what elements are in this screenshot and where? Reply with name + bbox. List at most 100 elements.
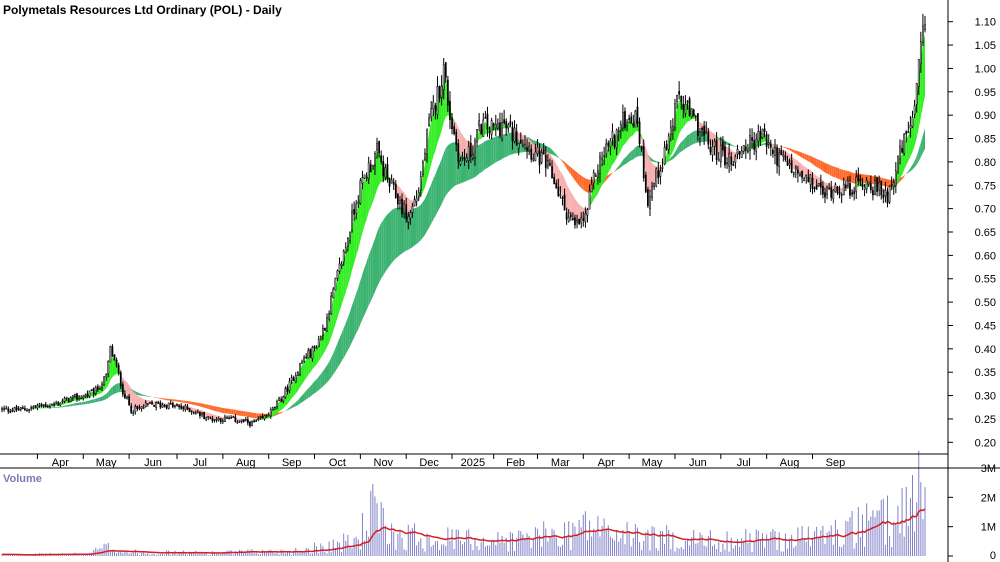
short-term-band-segment bbox=[293, 378, 296, 397]
long-term-band-segment bbox=[197, 402, 200, 407]
long-term-band-segment bbox=[627, 153, 630, 163]
long-term-band-segment bbox=[566, 163, 569, 172]
candle-body bbox=[826, 186, 828, 195]
volume-bars bbox=[1, 450, 926, 556]
long-term-band-segment bbox=[797, 151, 800, 157]
long-term-band-segment bbox=[254, 412, 257, 419]
candle-body bbox=[196, 411, 199, 414]
candle-body bbox=[399, 199, 401, 204]
candle-body bbox=[69, 397, 72, 402]
candle-body bbox=[738, 151, 741, 155]
candle-body bbox=[611, 131, 614, 139]
long-term-band-segment bbox=[452, 142, 455, 189]
long-term-band-segment bbox=[329, 357, 332, 381]
candle-body bbox=[440, 85, 443, 98]
short-term-band-segment bbox=[314, 348, 317, 367]
candle-body bbox=[599, 156, 601, 175]
long-term-band-segment bbox=[918, 142, 921, 162]
candle-body bbox=[861, 183, 864, 187]
candle-body bbox=[844, 184, 847, 189]
volume-tick-label: 2M bbox=[981, 492, 996, 504]
candle-body bbox=[380, 155, 383, 163]
long-term-band-segment bbox=[685, 135, 688, 149]
short-term-band-segment bbox=[577, 201, 580, 223]
candle-body bbox=[703, 126, 706, 136]
candle-body bbox=[903, 133, 906, 154]
candle-body bbox=[65, 396, 68, 399]
short-term-band-segment bbox=[581, 206, 584, 221]
candle-body bbox=[505, 121, 508, 129]
candle-body bbox=[917, 59, 920, 88]
long-term-band-segment bbox=[902, 175, 905, 180]
long-term-band-segment bbox=[183, 400, 186, 403]
short-term-band-segment bbox=[391, 179, 394, 182]
long-term-band-segment bbox=[181, 400, 184, 403]
candle-body bbox=[292, 377, 295, 382]
candle-body bbox=[363, 174, 366, 179]
time-tick-label: Mar bbox=[551, 457, 570, 469]
candle-body bbox=[428, 117, 430, 126]
long-term-band-segment bbox=[425, 194, 427, 235]
candle-body bbox=[403, 203, 405, 214]
long-term-band-segment bbox=[333, 348, 336, 375]
long-term-band-segment bbox=[206, 404, 209, 409]
candle-body bbox=[565, 212, 568, 220]
short-term-band-segment bbox=[429, 120, 432, 173]
candle-body bbox=[644, 174, 647, 193]
long-term-band-segment bbox=[497, 135, 500, 162]
short-term-band-segment bbox=[770, 142, 773, 149]
short-term-band-segment bbox=[345, 246, 348, 292]
candle-body bbox=[51, 404, 53, 406]
candle-body bbox=[157, 401, 160, 404]
short-term-band-segment bbox=[591, 183, 594, 204]
price-axis-ticks: 1.10 1.05 1.00 0.95 0.90 0.85 0.80 0.75 0.70 0.65… bbox=[948, 17, 996, 449]
short-term-band-segment bbox=[618, 128, 621, 155]
candle-body bbox=[884, 190, 887, 197]
long-term-band-segment bbox=[802, 152, 805, 159]
short-term-band-segment bbox=[274, 405, 277, 415]
long-term-band-segment bbox=[560, 159, 563, 162]
candle-body bbox=[469, 142, 472, 157]
candle-body bbox=[709, 146, 712, 153]
candle-body bbox=[657, 170, 660, 179]
long-term-band-segment bbox=[545, 145, 548, 154]
candle-body bbox=[799, 173, 801, 176]
candle-body bbox=[686, 101, 689, 103]
long-term-band-segment bbox=[839, 168, 842, 181]
candle-body bbox=[869, 183, 872, 191]
long-term-band-segment bbox=[56, 406, 59, 408]
candle-body bbox=[697, 113, 699, 137]
candle-body bbox=[513, 127, 516, 142]
long-term-band-segment bbox=[356, 287, 359, 334]
long-term-band-segment bbox=[116, 383, 119, 393]
candle-body bbox=[751, 137, 753, 141]
candle-body bbox=[857, 174, 860, 181]
long-term-band-segment bbox=[368, 249, 371, 306]
candle-body bbox=[842, 183, 845, 196]
candle-body bbox=[626, 121, 628, 126]
candle-body bbox=[40, 404, 43, 406]
candle-body bbox=[690, 108, 693, 118]
price-tick-label: 1.10 bbox=[975, 17, 996, 29]
candle-body bbox=[788, 162, 791, 166]
candle-body bbox=[317, 339, 320, 347]
time-tick-label: Jul bbox=[737, 457, 751, 469]
price-tick-label: 0.75 bbox=[975, 180, 996, 192]
candle-body bbox=[236, 421, 239, 424]
long-term-band-segment bbox=[154, 397, 157, 398]
long-term-band-segment bbox=[185, 400, 188, 404]
short-term-band-segment bbox=[112, 357, 115, 378]
candle-body bbox=[59, 402, 62, 406]
short-term-band-segment bbox=[122, 377, 125, 392]
candle-body bbox=[544, 155, 547, 169]
long-term-band-segment bbox=[366, 255, 369, 311]
candle-body bbox=[672, 126, 674, 131]
candle-body bbox=[809, 174, 812, 185]
long-term-band-segment bbox=[158, 397, 161, 399]
short-term-band-segment bbox=[639, 132, 642, 141]
long-term-band-segment bbox=[89, 399, 92, 404]
candle-body bbox=[167, 402, 170, 409]
candle-body bbox=[805, 175, 808, 178]
